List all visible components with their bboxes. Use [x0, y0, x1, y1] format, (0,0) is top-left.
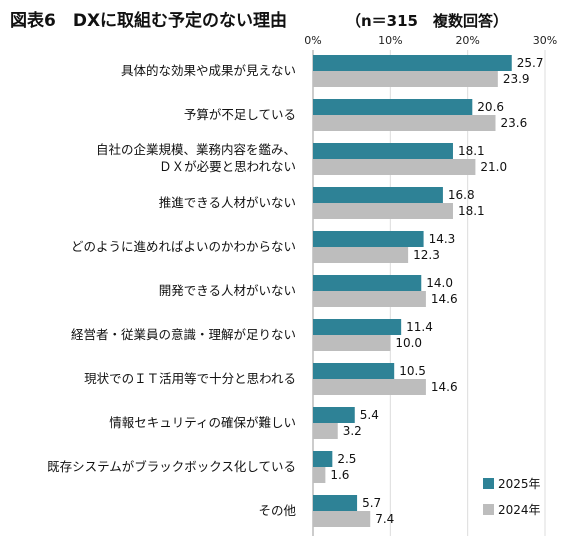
value-label-2025: 10.5 — [399, 364, 426, 378]
value-label-2024: 21.0 — [480, 160, 507, 174]
value-label-2025: 18.1 — [458, 144, 485, 158]
bar-2024 — [313, 379, 426, 395]
value-label-2024: 23.6 — [501, 116, 528, 130]
category-label: 予算が不足している — [184, 107, 296, 122]
value-label-2025: 11.4 — [406, 320, 433, 334]
legend-label-2024: 2024年 — [498, 503, 541, 517]
category-label: 現状でのＩＴ活用等で十分と思われる — [84, 371, 296, 386]
bar-2025 — [313, 407, 355, 423]
category-label: 経営者・従業員の意識・理解が足りない — [71, 327, 296, 342]
category-label: 情報セキュリティの確保が難しい — [109, 415, 296, 430]
bar-2025 — [313, 451, 333, 467]
bar-2025 — [313, 55, 512, 71]
value-label-2025: 14.3 — [429, 232, 456, 246]
value-label-2025: 5.4 — [360, 408, 379, 422]
value-label-2025: 16.8 — [448, 188, 475, 202]
bar-2024 — [313, 247, 409, 263]
category-label: どのように進めればよいのかわからない — [71, 239, 296, 254]
x-tick-label: 30% — [533, 34, 557, 47]
bar-2024 — [313, 71, 498, 87]
value-label-2024: 12.3 — [413, 248, 440, 262]
category-label: 推進できる人材がいない — [159, 195, 296, 210]
bar-2024 — [313, 203, 453, 219]
bar-2024 — [313, 115, 496, 131]
legend-label-2025: 2025年 — [498, 477, 541, 491]
value-label-2025: 20.6 — [477, 100, 504, 114]
legend-swatch-2024 — [483, 504, 494, 515]
bar-2025 — [313, 275, 422, 291]
category-label-line: ＤＸが必要と思われない — [159, 159, 296, 174]
bar-2025 — [313, 363, 395, 379]
category-label: 既存システムがブラックボックス化している — [47, 459, 296, 474]
value-label-2025: 25.7 — [517, 56, 544, 70]
chart-subtitle: （n＝315 複数回答） — [346, 12, 508, 30]
value-label-2025: 5.7 — [362, 496, 381, 510]
bar-2025 — [313, 319, 402, 335]
legend-swatch-2025 — [483, 478, 494, 489]
category-label-line: 自社の企業規模、業務内容を鑑み、 — [96, 142, 296, 157]
value-label-2024: 18.1 — [458, 204, 485, 218]
bar-2024 — [313, 467, 326, 483]
bar-2024 — [313, 511, 371, 527]
bar-2024 — [313, 291, 426, 307]
category-label: 開発できる人材がいない — [159, 283, 296, 298]
x-tick-label: 10% — [378, 34, 402, 47]
category-label: その他 — [258, 503, 296, 518]
value-label-2025: 14.0 — [426, 276, 453, 290]
x-tick-label: 0% — [304, 34, 321, 47]
value-label-2024: 10.0 — [395, 336, 422, 350]
category-label: 自社の企業規模、業務内容を鑑み、 ＤＸが必要と思われない — [96, 142, 296, 174]
value-label-2025: 2.5 — [337, 452, 356, 466]
bar-2025 — [313, 99, 473, 115]
value-label-2024: 14.6 — [431, 292, 458, 306]
value-label-2024: 3.2 — [343, 424, 362, 438]
value-label-2024: 23.9 — [503, 72, 530, 86]
bar-2025 — [313, 187, 443, 203]
bar-2024 — [313, 335, 391, 351]
value-label-2024: 7.4 — [375, 512, 394, 526]
x-tick-label: 20% — [455, 34, 479, 47]
value-label-2024: 1.6 — [330, 468, 349, 482]
bar-2024 — [313, 423, 338, 439]
bar-2025 — [313, 495, 358, 511]
chart-title: 図表6 DXに取組む予定のない理由 — [10, 10, 287, 31]
category-label: 具体的な効果や成果が見えない — [121, 63, 296, 78]
value-label-2024: 14.6 — [431, 380, 458, 394]
bar-2024 — [313, 159, 476, 175]
bar-2025 — [313, 143, 453, 159]
bar-2025 — [313, 231, 424, 247]
